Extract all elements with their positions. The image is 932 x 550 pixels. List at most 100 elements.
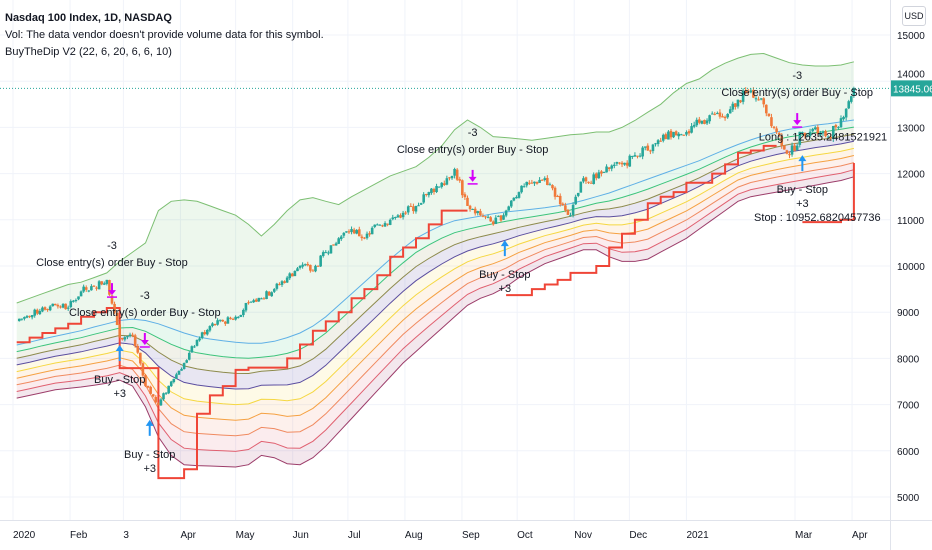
candle	[504, 209, 508, 218]
candle-body	[785, 150, 789, 154]
candle-body	[102, 283, 106, 285]
candle-body	[520, 185, 523, 193]
candle	[180, 367, 183, 371]
price-axis[interactable]: 5000 6000 7000 8000 9000 10000 11000 12000 13000…	[890, 0, 932, 550]
candle-body	[558, 195, 562, 205]
candle	[412, 203, 415, 214]
candle	[321, 250, 325, 258]
candle-body	[141, 363, 145, 376]
candle-body	[363, 237, 366, 239]
candle	[424, 193, 428, 197]
candle	[43, 306, 47, 311]
candle	[141, 362, 145, 378]
candle	[301, 262, 304, 269]
candle	[448, 177, 451, 181]
candle	[813, 125, 817, 131]
price-tick-label: 5000	[897, 493, 920, 504]
candle	[574, 194, 577, 205]
candle-body	[185, 360, 188, 363]
close-signal: -3 Close entry(s) order Buy - Stop	[721, 70, 873, 128]
candle	[360, 234, 364, 241]
last-price-label: 13845.06	[893, 84, 932, 95]
price-tick-label: 7000	[897, 401, 920, 412]
candle	[231, 317, 235, 321]
candle-body	[272, 289, 276, 292]
arrow-up-head-icon	[115, 345, 124, 352]
candle-body	[422, 194, 425, 203]
time-axis[interactable]: 2020 Feb 3 Apr May Jun Jul Aug Sep Oct Nov Dec 2021 M…	[0, 520, 932, 542]
candle-body	[118, 324, 122, 338]
candle-body	[399, 215, 402, 218]
candle-body	[28, 315, 31, 317]
candle	[600, 170, 603, 177]
candle-body	[23, 317, 26, 319]
candle-body	[157, 402, 160, 406]
candle-body	[123, 337, 127, 340]
indicator-label[interactable]: BuyTheDip V2 (22, 6, 20, 6, 6, 10)	[5, 46, 172, 58]
candle	[669, 128, 673, 140]
candle	[74, 298, 78, 303]
candle	[327, 250, 330, 256]
candle-body	[64, 303, 67, 310]
candle-body	[471, 208, 474, 210]
candle	[633, 152, 637, 157]
candle-body	[309, 264, 312, 271]
candle-body	[82, 286, 85, 292]
candle	[770, 113, 773, 128]
candle-body	[633, 155, 637, 157]
candle	[432, 187, 436, 195]
candle	[195, 339, 199, 347]
candle	[584, 176, 588, 184]
signal-label: Close entry(s) order Buy - Stop	[69, 307, 221, 319]
candle-body	[409, 205, 413, 207]
candle-body	[770, 117, 773, 127]
candle	[757, 96, 760, 101]
currency-button[interactable]: USD	[902, 6, 926, 26]
candle	[409, 203, 413, 207]
signal-qty: +3	[113, 388, 126, 400]
candle	[319, 254, 322, 267]
candle	[128, 332, 132, 338]
candle	[698, 116, 701, 125]
candle-body	[105, 279, 109, 284]
candle-body	[440, 182, 444, 187]
candle	[749, 88, 753, 94]
band-fill	[16, 155, 854, 436]
candle	[172, 378, 176, 384]
signal-label: Close entry(s) order Buy - Stop	[36, 257, 188, 269]
candle	[262, 297, 266, 300]
candle	[350, 226, 353, 235]
candle-body	[556, 196, 559, 198]
candle-body	[698, 119, 701, 123]
candle-body	[97, 281, 101, 290]
candle	[525, 181, 529, 188]
candle	[51, 303, 55, 307]
candle-body	[35, 309, 39, 314]
candle-body	[852, 88, 856, 96]
candle-body	[548, 184, 552, 186]
candle	[466, 195, 469, 207]
candle	[607, 166, 611, 172]
candle	[435, 183, 438, 194]
candle-body	[453, 168, 456, 176]
candle	[342, 232, 346, 239]
candle	[571, 202, 575, 218]
candle-body	[806, 135, 809, 137]
candle	[484, 216, 487, 220]
candle	[442, 180, 446, 186]
signal-qty: -3	[792, 70, 802, 82]
candle-body	[275, 283, 279, 289]
candle-body	[576, 192, 580, 196]
candle	[520, 185, 523, 194]
candle	[785, 149, 789, 155]
candle	[847, 99, 851, 110]
candle-body	[226, 317, 230, 324]
candle	[615, 161, 619, 166]
candle-body	[528, 182, 531, 184]
candle-body	[607, 167, 611, 169]
symbol-title[interactable]: Nasdaq 100 Index, 1D, NASDAQ	[5, 12, 172, 24]
candle-body	[826, 136, 830, 138]
candle	[661, 133, 665, 143]
candle-body	[373, 224, 377, 227]
